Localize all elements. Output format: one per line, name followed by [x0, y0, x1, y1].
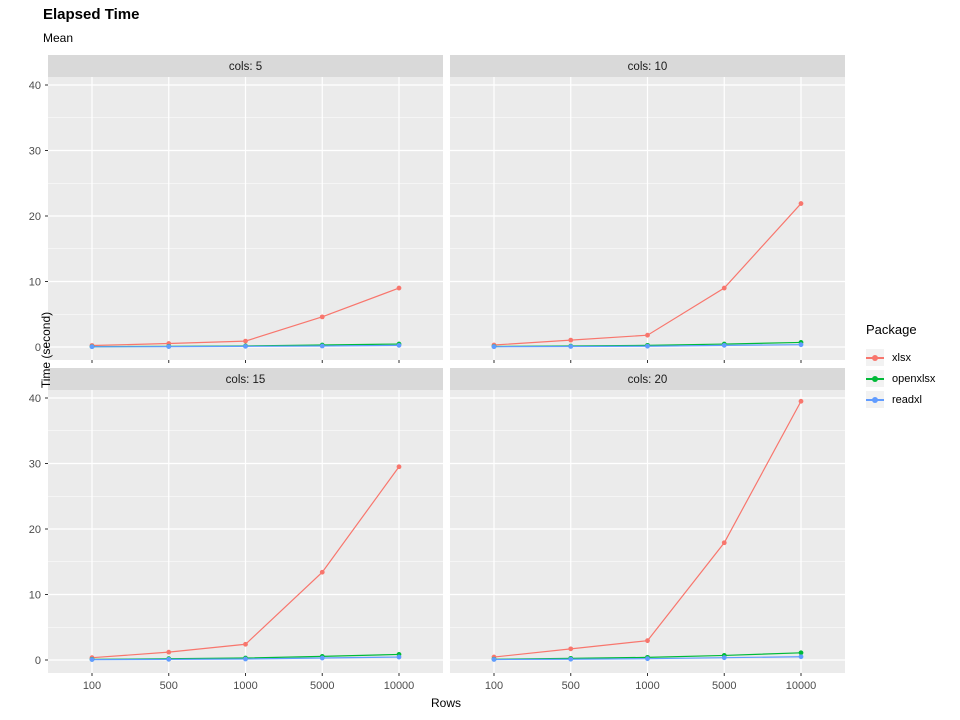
data-point-xlsx — [721, 540, 727, 546]
legend-key-icon — [866, 370, 884, 387]
chart-subtitle: Mean — [43, 31, 74, 45]
data-point-readxl — [798, 654, 804, 660]
y-tick-label: 20 — [29, 211, 41, 223]
x-tick-label: 100 — [485, 680, 503, 692]
data-point-xlsx — [319, 314, 325, 320]
facet-strip — [48, 368, 443, 390]
chart-title: Elapsed Time — [43, 6, 140, 23]
legend: Package xlsx openxlsx readxl — [866, 322, 935, 412]
data-point-xlsx — [396, 464, 402, 470]
x-tick-label: 500 — [562, 680, 580, 692]
data-point-readxl — [319, 343, 325, 349]
legend-item-label: readxl — [892, 393, 922, 406]
data-point-xlsx — [568, 337, 574, 343]
data-point-readxl — [568, 656, 574, 662]
x-axis-title: Rows — [430, 696, 462, 710]
data-point-xlsx — [243, 641, 248, 647]
legend-key-dot — [872, 375, 878, 382]
x-tick-label: 10000 — [384, 680, 415, 692]
data-point-readxl — [721, 655, 727, 661]
legend-key-dot — [872, 396, 878, 403]
data-point-readxl — [243, 656, 248, 662]
data-point-readxl — [645, 343, 650, 349]
data-point-openxlsx — [798, 650, 804, 656]
facet-strip-label: cols: 5 — [229, 61, 262, 73]
y-tick-label: 0 — [35, 342, 41, 354]
x-tick-label: 500 — [160, 680, 178, 692]
data-point-xlsx — [166, 649, 172, 655]
x-tick-label: 10000 — [786, 680, 817, 692]
legend-item-label: openxlsx — [892, 372, 936, 385]
data-point-readxl — [89, 344, 95, 350]
data-point-xlsx — [396, 285, 402, 291]
data-point-readxl — [243, 343, 248, 349]
legend-items: xlsx openxlsx readxl — [866, 349, 935, 408]
data-point-readxl — [89, 657, 95, 663]
data-point-xlsx — [319, 569, 325, 575]
data-point-xlsx — [645, 332, 650, 338]
legend-key-icon — [866, 349, 884, 366]
data-point-xlsx — [243, 338, 248, 344]
x-tick-label: 1000 — [635, 680, 659, 692]
legend-item-openxlsx: openxlsx — [866, 370, 935, 387]
x-tick-label: 1000 — [233, 680, 257, 692]
data-point-readxl — [491, 657, 497, 662]
data-point-readxl — [491, 344, 497, 350]
data-point-readxl — [396, 342, 402, 348]
x-tick-label: 5000 — [310, 680, 334, 692]
y-tick-label: 0 — [35, 655, 41, 667]
facet-strip-label: cols: 20 — [628, 374, 668, 386]
facet-strip-label: cols: 15 — [226, 374, 266, 386]
x-tick-label: 100 — [83, 680, 101, 692]
facet-strip — [450, 55, 845, 77]
facet-strip-label: cols: 10 — [628, 61, 668, 73]
y-tick-label: 40 — [29, 393, 41, 405]
facet-strip — [48, 55, 443, 77]
facet-strip — [450, 368, 845, 390]
y-tick-label: 40 — [29, 80, 41, 92]
data-point-readxl — [396, 654, 402, 660]
legend-item-label: xlsx — [892, 351, 911, 364]
data-point-xlsx — [798, 201, 804, 206]
legend-item-readxl: readxl — [866, 391, 935, 408]
data-point-readxl — [798, 342, 804, 348]
y-axis-title: Time (second) — [39, 311, 54, 389]
x-tick-label: 5000 — [712, 680, 736, 692]
data-point-xlsx — [645, 638, 650, 644]
data-point-readxl — [166, 344, 172, 350]
data-point-readxl — [166, 656, 172, 662]
legend-item-xlsx: xlsx — [866, 349, 935, 366]
legend-title: Package — [866, 322, 917, 337]
data-point-xlsx — [798, 398, 804, 404]
data-point-xlsx — [568, 646, 574, 652]
y-tick-label: 30 — [29, 146, 41, 158]
data-point-xlsx — [721, 285, 727, 291]
data-point-readxl — [645, 656, 650, 662]
y-tick-label: 10 — [29, 590, 41, 602]
y-tick-label: 30 — [29, 459, 41, 471]
legend-key-dot — [872, 354, 878, 361]
data-point-readxl — [721, 342, 727, 348]
legend-key-icon — [866, 391, 884, 408]
data-point-readxl — [568, 344, 574, 349]
y-tick-label: 20 — [29, 524, 41, 536]
y-tick-label: 10 — [29, 277, 41, 289]
data-point-readxl — [319, 655, 325, 661]
